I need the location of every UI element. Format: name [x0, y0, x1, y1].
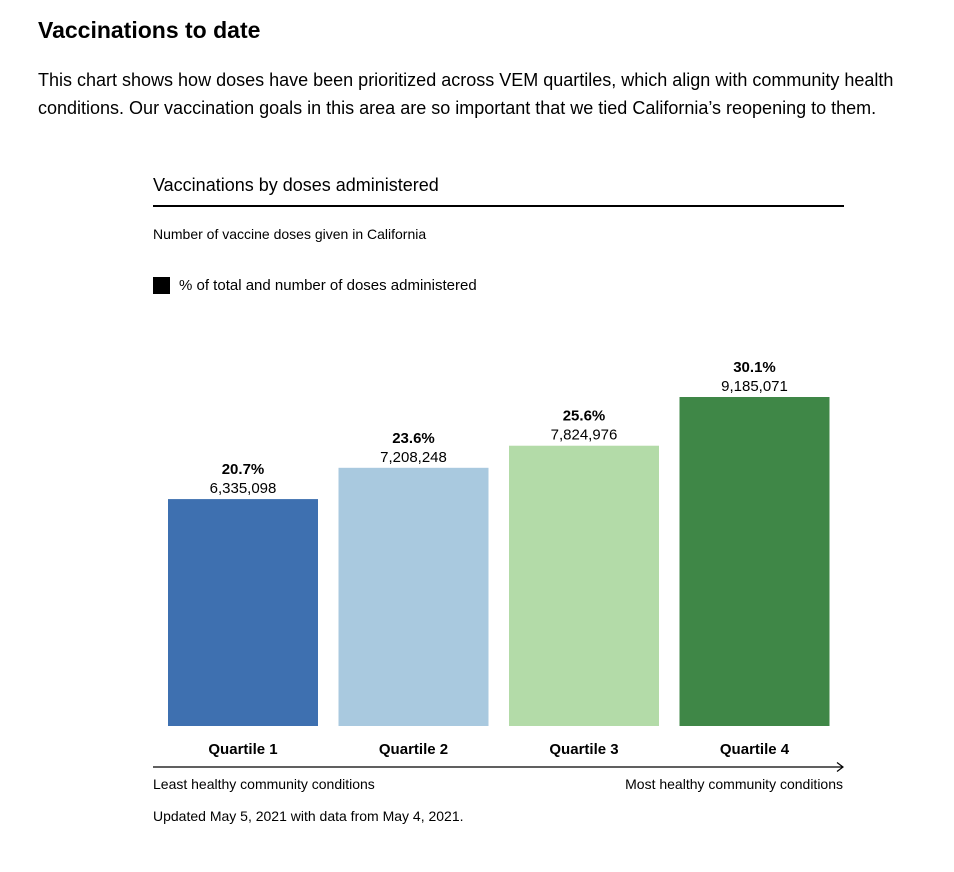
bar-percent-label: 25.6%: [563, 408, 606, 425]
chart-footnote: Updated May 5, 2021 with data from May 4…: [153, 808, 464, 824]
bar-percent-label: 23.6%: [392, 430, 435, 447]
chart-subtitle: Number of vaccine doses given in Califor…: [153, 226, 427, 242]
bar-percent-label: 30.1%: [733, 359, 776, 376]
bar-value-label: 7,824,976: [551, 427, 618, 444]
chart-legend: % of total and number of doses administe…: [153, 277, 477, 294]
x-tick-label: Quartile 1: [208, 741, 277, 758]
bar-percent-label: 20.7%: [222, 461, 265, 478]
bar: [168, 499, 318, 726]
x-tick-label: Quartile 3: [549, 741, 618, 758]
legend-label: % of total and number of doses administe…: [179, 277, 477, 294]
page-title: Vaccinations to date: [38, 17, 261, 43]
title-divider: [153, 205, 844, 207]
legend-swatch: [153, 277, 170, 294]
bar: [679, 397, 830, 726]
x-tick-label: Quartile 4: [720, 741, 790, 758]
axis-arrow-head: [836, 762, 844, 772]
bar: [338, 467, 489, 726]
axis-left-label: Least healthy community conditions: [153, 776, 375, 792]
x-tick-label: Quartile 2: [379, 741, 448, 758]
bar: [509, 445, 659, 726]
bar-value-label: 7,208,248: [380, 449, 447, 466]
bar-value-label: 6,335,098: [210, 480, 277, 497]
bar-value-label: 9,185,071: [721, 378, 788, 395]
axis-right-label: Most healthy community conditions: [625, 776, 843, 792]
intro-paragraph: This chart shows how doses have been pri…: [38, 70, 894, 118]
chart-title: Vaccinations by doses administered: [153, 175, 439, 195]
